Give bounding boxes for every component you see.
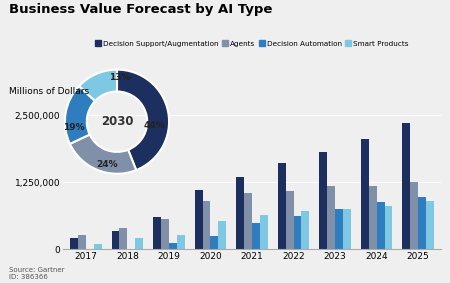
Bar: [369, 186, 377, 249]
Bar: [236, 177, 244, 249]
Wedge shape: [117, 70, 169, 170]
Bar: [211, 236, 218, 249]
Text: Source: Gartner
ID: 386366: Source: Gartner ID: 386366: [9, 267, 64, 280]
Bar: [112, 231, 120, 249]
Bar: [218, 221, 226, 249]
Bar: [161, 219, 169, 249]
Bar: [418, 197, 426, 249]
Bar: [377, 202, 384, 249]
Bar: [135, 238, 143, 249]
Bar: [260, 215, 268, 249]
Bar: [286, 191, 293, 249]
Bar: [177, 235, 184, 249]
Bar: [244, 193, 252, 249]
Legend: Decision Support/Augmentation, Agents, Decision Automation, Smart Products: Decision Support/Augmentation, Agents, D…: [92, 38, 412, 50]
Bar: [169, 243, 177, 249]
Wedge shape: [79, 70, 117, 101]
Bar: [278, 163, 286, 249]
Text: 44%: 44%: [144, 121, 165, 130]
Bar: [127, 248, 135, 249]
Bar: [195, 190, 202, 249]
Bar: [361, 139, 369, 249]
Wedge shape: [65, 86, 95, 144]
Text: 24%: 24%: [96, 160, 117, 169]
Bar: [70, 238, 78, 249]
Text: Millions of Dollars: Millions of Dollars: [9, 87, 89, 96]
Bar: [252, 223, 260, 249]
Bar: [293, 216, 302, 249]
Bar: [302, 211, 309, 249]
Text: 19%: 19%: [63, 123, 85, 132]
Bar: [335, 209, 343, 249]
Bar: [426, 201, 434, 249]
Bar: [320, 152, 327, 249]
Bar: [94, 244, 102, 249]
Bar: [343, 209, 351, 249]
Bar: [78, 235, 86, 249]
Text: Business Value Forecast by AI Type: Business Value Forecast by AI Type: [9, 3, 272, 16]
Bar: [402, 123, 410, 249]
Bar: [327, 186, 335, 249]
Bar: [202, 201, 211, 249]
Bar: [384, 206, 392, 249]
Bar: [410, 182, 418, 249]
Bar: [153, 217, 161, 249]
Bar: [120, 228, 127, 249]
Wedge shape: [70, 134, 136, 174]
Text: 13%: 13%: [109, 73, 130, 82]
Text: 2030: 2030: [101, 115, 133, 128]
